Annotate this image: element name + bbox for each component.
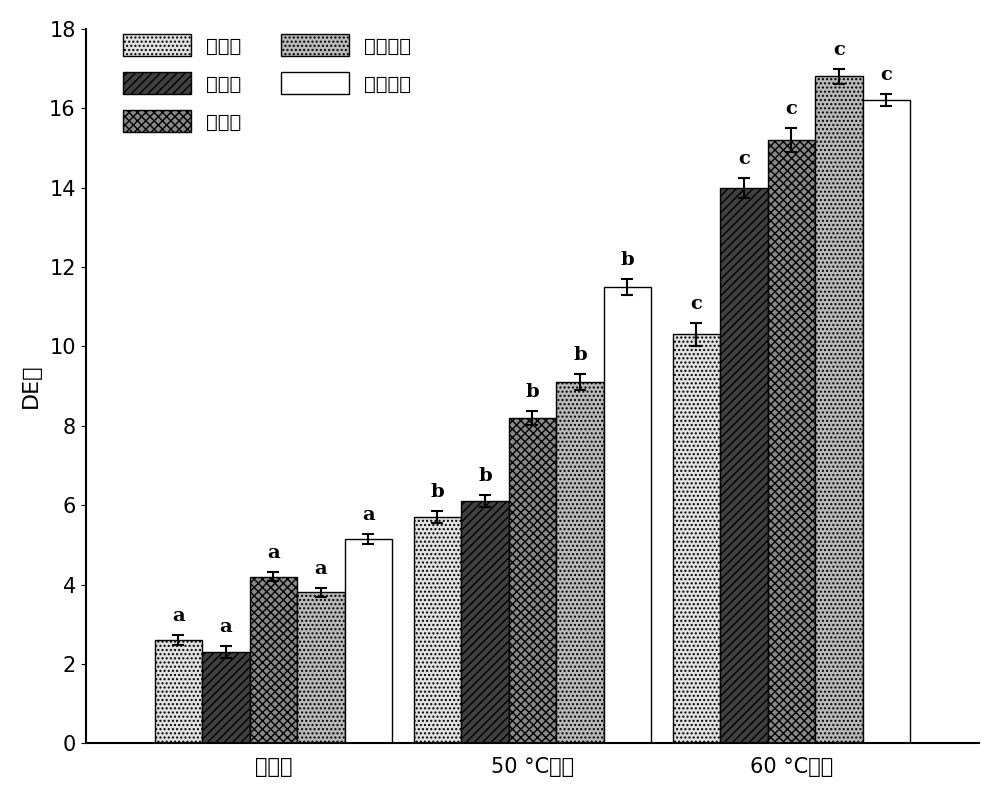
Bar — [863, 101, 910, 743]
Legend: 糖化酶, 中温酶, 复合酶, 耐高温酶, 生淠粉酶: 糖化酶, 中温酶, 复合酶, 耐高温酶, 生淠粉酶 — [113, 24, 421, 142]
Bar — [815, 77, 863, 743]
Bar — [604, 286, 651, 743]
Text: c: c — [690, 294, 702, 313]
Text: b: b — [526, 383, 539, 401]
Text: a: a — [219, 618, 232, 636]
Bar — [202, 652, 250, 743]
Bar — [461, 501, 509, 743]
Bar — [297, 592, 345, 743]
Text: c: c — [880, 66, 892, 85]
Text: a: a — [172, 607, 185, 626]
Text: a: a — [267, 544, 280, 562]
Bar — [768, 140, 815, 743]
Text: b: b — [621, 251, 634, 269]
Bar — [720, 188, 768, 743]
Text: a: a — [314, 559, 327, 578]
Text: a: a — [362, 506, 375, 524]
Text: b: b — [431, 483, 444, 501]
Y-axis label: DE值: DE值 — [21, 364, 41, 409]
Bar — [345, 539, 392, 743]
Bar — [414, 517, 461, 743]
Text: c: c — [833, 41, 845, 58]
Bar — [509, 418, 556, 743]
Text: b: b — [478, 468, 492, 485]
Bar — [556, 382, 604, 743]
Bar — [250, 577, 297, 743]
Text: c: c — [785, 100, 797, 118]
Text: b: b — [573, 346, 587, 364]
Bar — [155, 640, 202, 743]
Text: c: c — [738, 150, 750, 168]
Bar — [673, 334, 720, 743]
